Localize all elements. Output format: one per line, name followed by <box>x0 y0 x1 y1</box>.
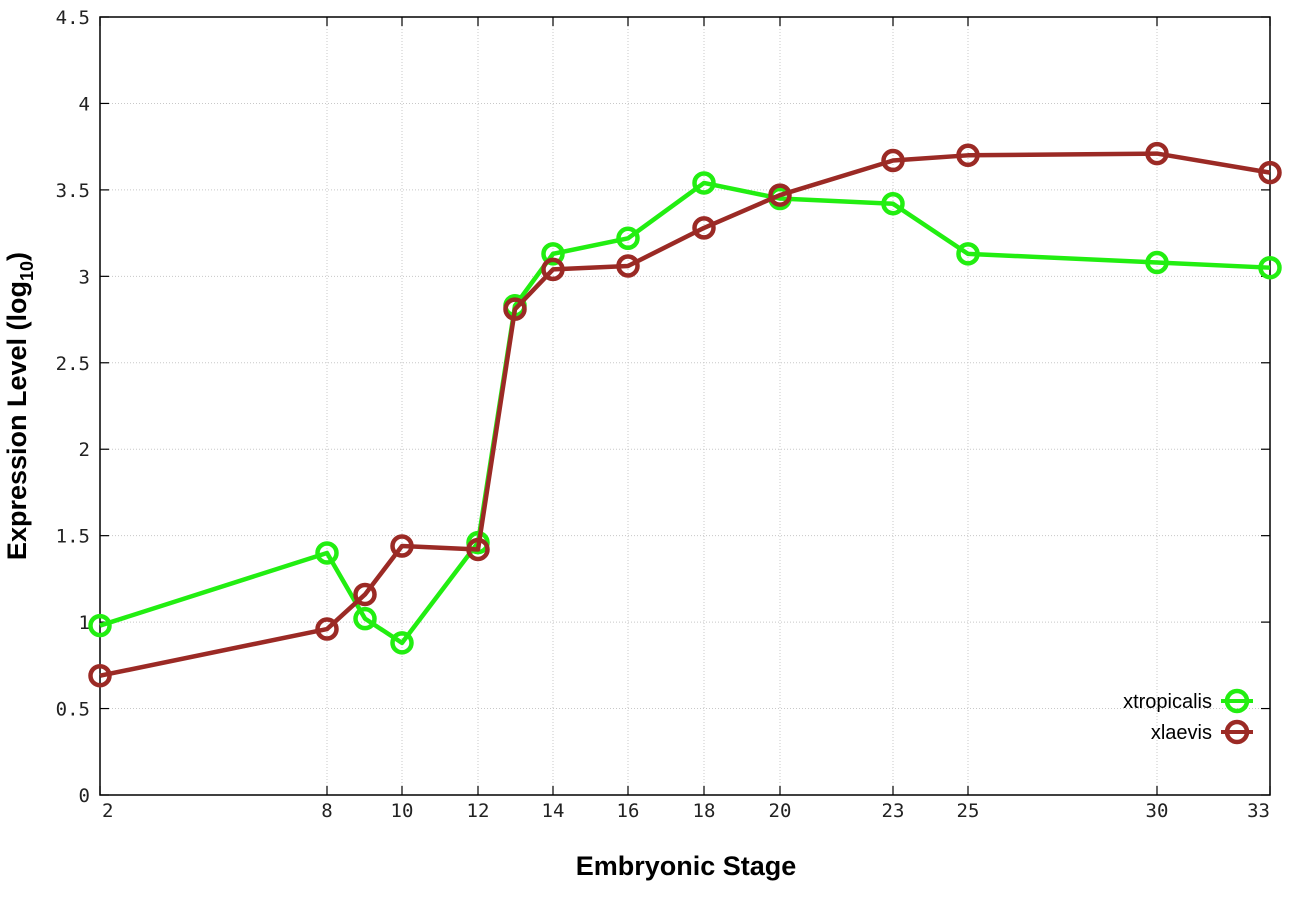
data-point-xtropicalis <box>390 631 414 655</box>
data-point-xtropicalis <box>616 226 640 251</box>
data-point-xlaevis <box>466 537 490 562</box>
data-point-xlaevis <box>616 254 640 278</box>
x-tick-label: 10 <box>391 800 414 822</box>
data-point-xtropicalis <box>1145 250 1169 275</box>
data-point-xtropicalis <box>315 541 339 565</box>
x-tick-label: 25 <box>957 800 980 822</box>
legend-marker-xlaevis <box>1224 719 1250 745</box>
x-tick-label: 18 <box>693 800 716 822</box>
data-point-xtropicalis <box>956 242 980 266</box>
data-point-xlaevis <box>768 183 792 207</box>
x-tick-label: 30 <box>1146 800 1169 822</box>
data-point-xlaevis <box>881 148 905 173</box>
data-point-xtropicalis <box>88 613 112 638</box>
x-tick-label: 16 <box>617 800 640 822</box>
data-point-xlaevis <box>353 582 377 607</box>
x-tick-label: 8 <box>321 800 332 822</box>
x-tick-label: 23 <box>882 800 905 822</box>
legend-label-xlaevis: xlaevis <box>1151 722 1212 744</box>
y-axis-title: Expression Level (log10) <box>2 252 37 560</box>
data-point-xtropicalis <box>466 530 490 555</box>
data-point-xlaevis <box>88 663 112 688</box>
y-axis-title-main: Expression Level (log <box>2 281 32 560</box>
data-point-xlaevis <box>541 257 565 282</box>
y-axis-title-close: ) <box>2 252 32 261</box>
data-point-xtropicalis <box>692 171 716 195</box>
y-tick-label: 4.5 <box>56 7 90 29</box>
plot-frame <box>99 16 1271 796</box>
data-point-xlaevis <box>956 143 980 168</box>
y-tick-label: 4 <box>79 93 90 115</box>
series-line-xtropicalis <box>99 180 1271 646</box>
data-point-xlaevis <box>1145 141 1169 166</box>
y-tick-label: 0 <box>79 785 90 807</box>
series-lines <box>88 141 1282 688</box>
data-point-xtropicalis <box>881 191 905 216</box>
y-tick-label: 0.5 <box>56 699 90 721</box>
data-point-xlaevis <box>503 297 527 321</box>
data-point-xtropicalis <box>541 242 565 266</box>
data-point-xlaevis <box>390 534 414 558</box>
legend-marker-xtropicalis <box>1224 688 1250 714</box>
series-line-xlaevis <box>99 151 1271 678</box>
x-tick-label: 12 <box>467 800 490 822</box>
axis-ticks <box>99 16 1271 796</box>
data-point-xlaevis <box>315 617 339 641</box>
data-point-xlaevis <box>1258 160 1282 185</box>
x-tick-label: 33 <box>1247 800 1270 822</box>
y-tick-label: 3.5 <box>56 180 90 202</box>
y-tick-label: 1 <box>79 612 90 634</box>
y-tick-label: 2.5 <box>56 353 90 375</box>
y-axis-title-subscript: 10 <box>17 261 37 281</box>
x-tick-label: 20 <box>769 800 792 822</box>
x-tick-label: 14 <box>542 800 565 822</box>
grid-lines <box>100 17 1270 795</box>
y-tick-label: 3 <box>79 266 90 288</box>
x-tick-label: 2 <box>102 800 113 822</box>
data-point-xtropicalis <box>353 606 377 631</box>
data-point-xlaevis <box>692 216 716 240</box>
data-point-xtropicalis <box>1258 255 1282 280</box>
legend: xtropicalis xlaevis <box>1123 688 1253 745</box>
y-tick-label: 2 <box>79 439 90 461</box>
x-tick-labels: 2 8 10 12 14 16 18 20 23 25 30 33 <box>102 800 1270 822</box>
legend-label-xtropicalis: xtropicalis <box>1123 691 1212 713</box>
y-tick-label: 1.5 <box>56 526 90 548</box>
x-axis-title: Embryonic Stage <box>576 851 797 881</box>
y-tick-labels: 0 0.5 1 1.5 2 2.5 3 3.5 4 4.5 <box>56 7 90 807</box>
